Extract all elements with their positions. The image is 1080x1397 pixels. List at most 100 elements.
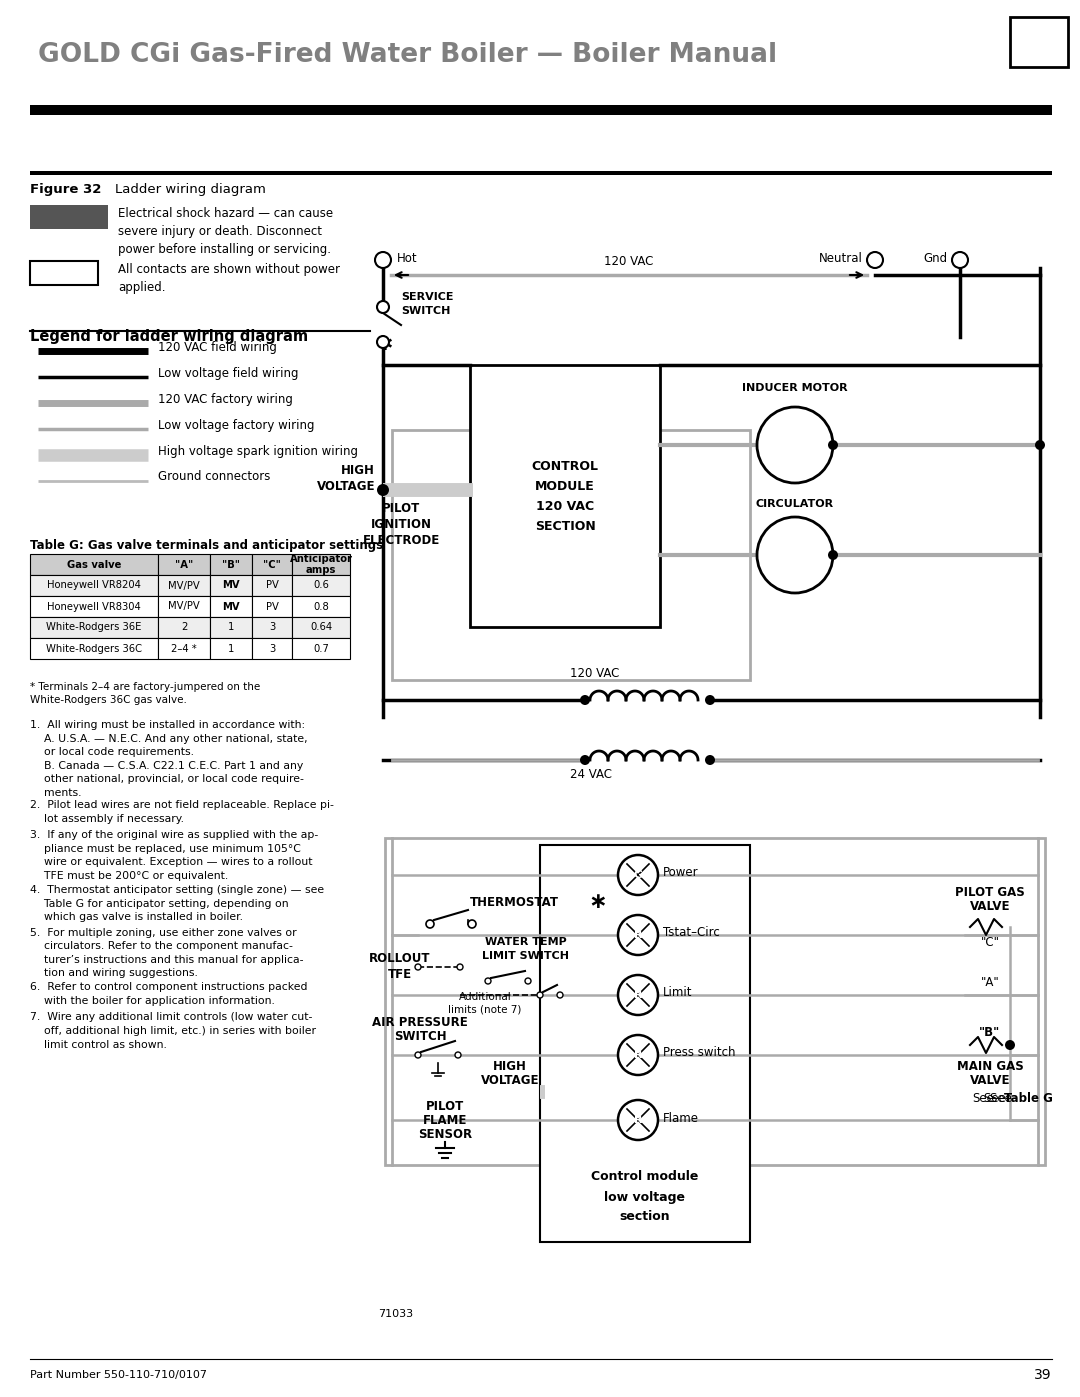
Text: THERMOSTAT: THERMOSTAT bbox=[470, 895, 559, 908]
Text: limits (note 7): limits (note 7) bbox=[448, 1004, 522, 1014]
Text: Part Number 550-110-710/0107: Part Number 550-110-710/0107 bbox=[30, 1370, 207, 1380]
Bar bbox=[1010, 17, 1068, 67]
Circle shape bbox=[468, 921, 476, 928]
Text: Low voltage factory wiring: Low voltage factory wiring bbox=[158, 419, 314, 432]
Circle shape bbox=[1005, 1039, 1015, 1051]
Text: HIGH: HIGH bbox=[341, 464, 375, 476]
Text: CIRCULATOR: CIRCULATOR bbox=[756, 499, 834, 509]
Text: See: See bbox=[972, 1091, 994, 1105]
Text: All contacts are shown without power
applied.: All contacts are shown without power app… bbox=[118, 263, 340, 293]
Text: TFE: TFE bbox=[388, 968, 413, 982]
Text: 6.  Refer to control component instructions packed
    with the boiler for appli: 6. Refer to control component instructio… bbox=[30, 982, 308, 1006]
Text: SERVICE: SERVICE bbox=[401, 292, 454, 302]
Text: Anticipator
amps: Anticipator amps bbox=[289, 555, 352, 576]
Circle shape bbox=[618, 1099, 658, 1140]
Text: ROLLOUT: ROLLOUT bbox=[369, 953, 431, 965]
Text: VOLTAGE: VOLTAGE bbox=[481, 1074, 539, 1087]
Circle shape bbox=[377, 337, 389, 348]
Text: MAIN GAS: MAIN GAS bbox=[957, 1060, 1024, 1073]
Text: PV: PV bbox=[266, 581, 279, 591]
Circle shape bbox=[618, 855, 658, 895]
Text: 120 VAC: 120 VAC bbox=[605, 256, 653, 268]
Text: MODULE: MODULE bbox=[535, 479, 595, 493]
Text: 120 VAC: 120 VAC bbox=[570, 666, 619, 680]
Text: 24 VAC: 24 VAC bbox=[570, 768, 612, 781]
Bar bbox=[252, 617, 292, 638]
Text: LIMIT SWITCH: LIMIT SWITCH bbox=[483, 951, 569, 961]
Text: Honeywell VR8204: Honeywell VR8204 bbox=[48, 581, 140, 591]
Bar bbox=[210, 597, 252, 617]
Bar bbox=[252, 576, 292, 597]
Text: 0.8: 0.8 bbox=[313, 602, 329, 612]
Circle shape bbox=[485, 978, 491, 983]
Text: Flame: Flame bbox=[663, 1112, 699, 1125]
Circle shape bbox=[705, 694, 715, 705]
Circle shape bbox=[377, 300, 389, 313]
Text: 39: 39 bbox=[1035, 1368, 1052, 1382]
Text: CONTROL: CONTROL bbox=[531, 460, 598, 472]
Text: WATER TEMP: WATER TEMP bbox=[485, 937, 567, 947]
Text: INDUCER MOTOR: INDUCER MOTOR bbox=[742, 383, 848, 393]
Bar bbox=[540, 845, 750, 1242]
Bar bbox=[158, 617, 210, 638]
Text: 71033: 71033 bbox=[378, 1309, 414, 1319]
Text: SENSOR: SENSOR bbox=[418, 1129, 472, 1141]
Circle shape bbox=[557, 992, 563, 997]
Circle shape bbox=[457, 964, 463, 970]
Circle shape bbox=[415, 1052, 421, 1058]
Text: 120 VAC field wiring: 120 VAC field wiring bbox=[158, 341, 276, 353]
Text: White-Rodgers 36C: White-Rodgers 36C bbox=[46, 644, 141, 654]
Circle shape bbox=[525, 978, 531, 983]
Text: "B": "B" bbox=[222, 560, 240, 570]
Circle shape bbox=[415, 964, 421, 970]
Text: 3.  If any of the original wire as supplied with the ap-
    pliance must be rep: 3. If any of the original wire as suppli… bbox=[30, 830, 319, 880]
Text: 1.  All wiring must be installed in accordance with:
    A. U.S.A. — N.E.C. And : 1. All wiring must be installed in accor… bbox=[30, 719, 308, 798]
Circle shape bbox=[951, 251, 968, 268]
Bar bbox=[210, 638, 252, 659]
Text: IGNITION: IGNITION bbox=[370, 517, 432, 531]
Text: "A": "A" bbox=[981, 975, 999, 989]
Bar bbox=[210, 617, 252, 638]
Bar bbox=[158, 555, 210, 576]
Bar bbox=[252, 597, 292, 617]
Text: AIR PRESSURE: AIR PRESSURE bbox=[373, 1016, 468, 1028]
Circle shape bbox=[618, 1035, 658, 1076]
Bar bbox=[158, 597, 210, 617]
Text: R: R bbox=[634, 990, 643, 1000]
Text: 2.  Pilot lead wires are not field replaceable. Replace pi-
    lot assembly if : 2. Pilot lead wires are not field replac… bbox=[30, 800, 334, 824]
Text: Limit: Limit bbox=[663, 986, 692, 999]
Circle shape bbox=[867, 251, 883, 268]
Text: See: See bbox=[984, 1092, 1010, 1105]
Text: Gnd: Gnd bbox=[923, 251, 948, 264]
Bar bbox=[30, 638, 158, 659]
Text: HIGH: HIGH bbox=[494, 1060, 527, 1073]
Text: Table G: Table G bbox=[1004, 1092, 1053, 1105]
Circle shape bbox=[580, 754, 590, 766]
Text: PILOT: PILOT bbox=[426, 1101, 464, 1113]
Bar bbox=[30, 576, 158, 597]
Bar bbox=[158, 576, 210, 597]
Circle shape bbox=[705, 754, 715, 766]
Text: 1: 1 bbox=[228, 623, 234, 633]
Bar bbox=[30, 597, 158, 617]
Text: GOLD CGi Gas-Fired Water Boiler — Boiler Manual: GOLD CGi Gas-Fired Water Boiler — Boiler… bbox=[38, 42, 778, 68]
Text: 2: 2 bbox=[180, 623, 187, 633]
Text: Ground connectors: Ground connectors bbox=[158, 471, 270, 483]
Text: Honeywell VR8304: Honeywell VR8304 bbox=[48, 602, 140, 612]
Bar bbox=[210, 576, 252, 597]
Text: R: R bbox=[634, 1115, 643, 1125]
Text: MV: MV bbox=[222, 602, 240, 612]
Circle shape bbox=[455, 1052, 461, 1058]
Text: Press switch: Press switch bbox=[663, 1046, 735, 1059]
Circle shape bbox=[618, 915, 658, 956]
Bar bbox=[392, 430, 750, 680]
Text: 120 VAC factory wiring: 120 VAC factory wiring bbox=[158, 393, 293, 405]
Text: R: R bbox=[634, 1051, 643, 1060]
Text: 5.  For multiple zoning, use either zone valves or
    circulators. Refer to the: 5. For multiple zoning, use either zone … bbox=[30, 928, 303, 978]
Circle shape bbox=[828, 550, 838, 560]
Text: 2–4 *: 2–4 * bbox=[171, 644, 197, 654]
Text: 4.  Thermostat anticipator setting (single zone) — see
    Table G for anticipat: 4. Thermostat anticipator setting (singl… bbox=[30, 886, 324, 922]
Text: Tstat–Circ: Tstat–Circ bbox=[663, 926, 719, 940]
Text: SWITCH: SWITCH bbox=[401, 306, 450, 316]
Text: Figure 32: Figure 32 bbox=[30, 183, 102, 196]
